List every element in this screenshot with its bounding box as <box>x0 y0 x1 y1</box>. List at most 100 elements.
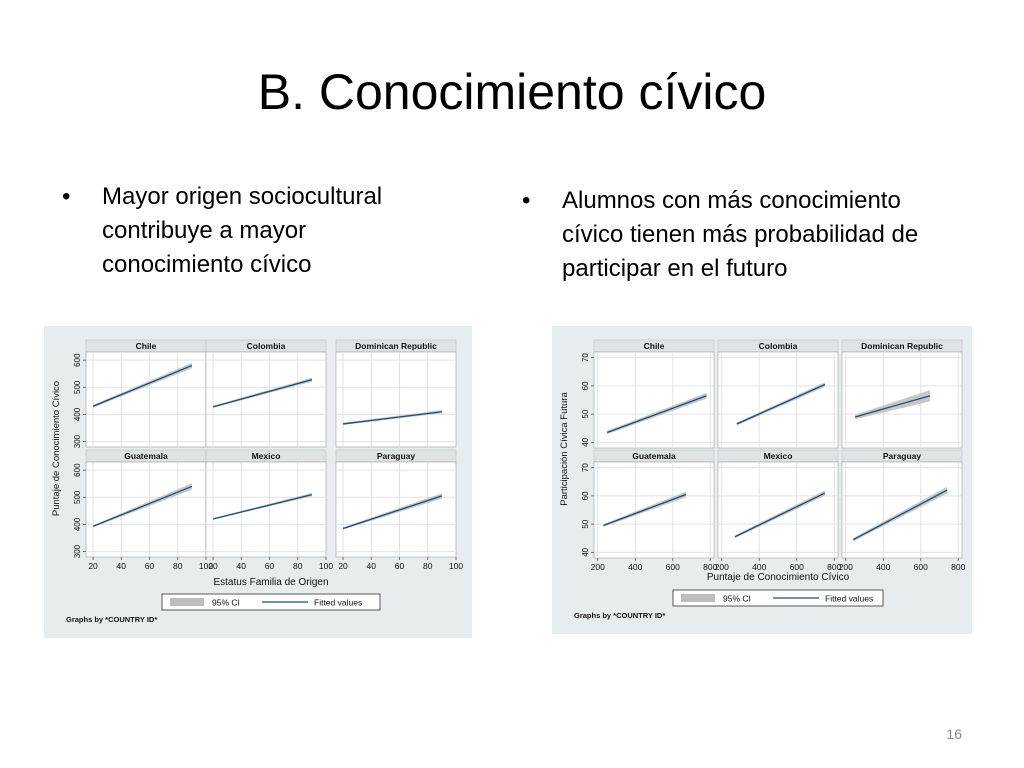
x-tick-label: 100 <box>199 561 213 571</box>
x-tick-label: 60 <box>145 561 155 571</box>
panel-colombia: Colombia <box>205 339 327 448</box>
legend-label-ci: 95% CI <box>723 594 751 604</box>
bullet-left-text: Mayor origen sociocultural contribuye a … <box>102 180 452 282</box>
graph-note: Graphs by *COUNTRY ID* <box>66 615 157 624</box>
x-tick-label: 20 <box>208 561 218 571</box>
fitted-line <box>342 411 442 425</box>
x-tick-label: 600 <box>790 562 804 572</box>
x-tick-label: 60 <box>395 561 405 571</box>
x-tick-label: 200 <box>591 562 605 572</box>
panel-title: Chile <box>644 341 665 351</box>
fitted-line <box>342 495 443 530</box>
y-tick-label: 50 <box>581 519 590 528</box>
bullet-right-line-2: cívico tienen más probabilidad de <box>562 221 919 248</box>
x-tick-label: 80 <box>423 561 433 571</box>
x-tick-label: 600 <box>666 562 680 572</box>
x-tick-label: 600 <box>914 562 928 572</box>
panel-colombia: Colombia <box>717 339 839 449</box>
x-tick-label: 40 <box>237 561 247 571</box>
panel-title: Colombia <box>759 341 798 351</box>
y-tick-label: 400 <box>73 517 82 531</box>
x-tick-label: 40 <box>367 561 377 571</box>
panel-title: Mexico <box>252 451 281 461</box>
plot-area <box>593 461 715 559</box>
y-tick-label: 40 <box>581 437 590 446</box>
x-tick-label: 40 <box>117 561 127 571</box>
y-tick-label: 500 <box>73 380 82 394</box>
y-tick-label: 400 <box>73 407 82 421</box>
y-tick-label: 60 <box>581 381 590 390</box>
panel-guatemala: Guatemala 40 50 60 70 200 400 600 800 <box>581 449 718 572</box>
page-number: 16 <box>946 726 962 742</box>
fitted-line <box>606 395 707 434</box>
x-tick-label: 800 <box>703 562 717 572</box>
plot-area <box>841 461 963 559</box>
x-tick-label: 100 <box>449 561 463 571</box>
y-tick-label: 70 <box>581 463 590 472</box>
x-tick-label: 100 <box>319 561 333 571</box>
fitted-line <box>852 489 948 541</box>
x-tick-label: 80 <box>173 561 183 571</box>
x-tick-label: 60 <box>265 561 275 571</box>
fitted-line <box>854 395 931 418</box>
plot-area <box>85 461 207 558</box>
panel-paraguay: Paraguay 200 400 600 800 <box>839 449 966 572</box>
legend-label-ci: 95% CI <box>212 598 240 608</box>
fitted-line <box>603 493 687 527</box>
plot-area <box>205 461 327 558</box>
y-tick-label: 60 <box>581 491 590 500</box>
x-tick-label: 200 <box>715 562 729 572</box>
y-tick-label: 50 <box>581 409 590 418</box>
panel-title: Colombia <box>247 341 286 351</box>
x-tick-label: 400 <box>628 562 642 572</box>
panel-mexico: Mexico 200 400 600 800 <box>715 449 842 572</box>
bullet-left-line-2: contribuye a mayor <box>102 217 307 244</box>
x-tick-label: 800 <box>827 562 841 572</box>
y-axis-label: Puntaje de Conocimiento Cívico <box>51 381 62 516</box>
panel-dominican-republic: Dominican Republic <box>841 339 963 449</box>
x-tick-label: 80 <box>293 561 303 571</box>
panel-title: Chile <box>136 341 157 351</box>
panel-title: Paraguay <box>883 451 922 461</box>
fitted-line <box>736 383 826 425</box>
panel-chile: Chile 40 50 60 70 <box>581 339 715 449</box>
bullet-right-line-1: Alumnos con más conocimiento <box>562 187 901 214</box>
x-tick-label: 400 <box>876 562 890 572</box>
plot-area <box>717 461 839 559</box>
panel-paraguay: Paraguay 20 40 60 80 100 <box>335 449 463 571</box>
fitted-line <box>212 493 313 520</box>
legend-ci-swatch <box>170 598 204 606</box>
plot-area <box>717 351 839 449</box>
y-axis-label: Participación Cívica Futura <box>559 392 570 506</box>
plot-area <box>335 351 457 448</box>
y-tick-label: 300 <box>73 434 82 448</box>
bullet-right-line-3: participar en el futuro <box>562 255 788 282</box>
x-tick-label: 20 <box>88 561 98 571</box>
panel-title: Guatemala <box>124 451 168 461</box>
bullet-left-line-1: Mayor origen sociocultural <box>102 183 383 210</box>
x-tick-label: 800 <box>951 562 965 572</box>
fitted-line <box>92 485 193 527</box>
bullet-right-text: Alumnos con más conocimiento cívico tien… <box>562 184 1002 286</box>
x-tick-label: 20 <box>338 561 348 571</box>
x-tick-label: 400 <box>752 562 766 572</box>
figure-civic-knowledge: Chile 40 50 60 70 Colombia Dominican Republic G… <box>552 326 972 634</box>
fitted-line <box>92 364 193 407</box>
x-tick-label: 200 <box>839 562 853 572</box>
panel-title: Guatemala <box>632 451 676 461</box>
fitted-line <box>734 492 826 538</box>
panel-guatemala: Guatemala 300 400 500 600 20 40 60 80 100 <box>73 449 213 571</box>
y-tick-label: 300 <box>73 544 82 558</box>
panel-title: Dominican Republic <box>861 341 943 351</box>
plot-area <box>205 351 327 448</box>
figure-socioeconomic-status: Chile 300 400 500 600 Colombia Dominican Repub… <box>44 326 472 638</box>
legend-label-fitted: Fitted values <box>825 594 873 604</box>
panel-mexico: Mexico 20 40 60 80 100 <box>205 449 333 571</box>
y-tick-label: 500 <box>73 490 82 504</box>
graph-note: Graphs by *COUNTRY ID* <box>574 611 665 620</box>
panel-title: Paraguay <box>377 451 416 461</box>
legend: 95% CI Fitted values <box>672 589 884 607</box>
bullet-symbol: • <box>522 187 531 214</box>
x-axis-label: Puntaje de Conocimiento Cívico <box>707 572 850 583</box>
bullet-left-line-3: conocimiento cívico <box>102 251 312 278</box>
